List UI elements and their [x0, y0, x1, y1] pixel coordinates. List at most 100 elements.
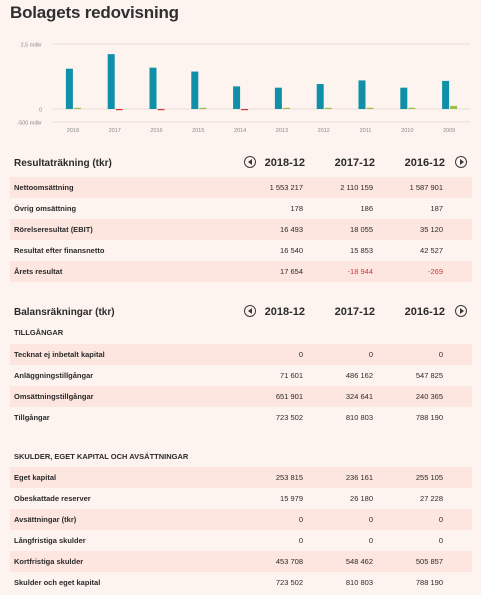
- balance-next-years-button[interactable]: [455, 305, 467, 317]
- bar-result-2009: [450, 105, 458, 109]
- bar-result-2014: [241, 109, 249, 111]
- row-value: 548 462: [345, 557, 373, 566]
- row-value: -18 944: [347, 267, 373, 276]
- row-value: 240 365: [415, 392, 443, 401]
- bar-result-2017: [115, 109, 123, 111]
- row-label: Anläggningstillgångar: [14, 371, 94, 380]
- row-value: 2 110 159: [340, 183, 373, 192]
- x-tick-label: 2014: [234, 128, 246, 134]
- chevron-right-icon: [459, 308, 464, 314]
- row-value: 324 641: [345, 392, 373, 401]
- x-tick-label: 2012: [318, 128, 330, 134]
- row-value: 26 180: [350, 494, 373, 503]
- bar-revenue-2018: [65, 68, 73, 109]
- row-value: 505 857: [415, 557, 443, 566]
- table-row: Nettoomsättning 1 553 217 2 110 159 1 587 9…: [10, 177, 472, 198]
- row-value: 15 853: [350, 246, 373, 255]
- balance-col-header-2: 2017-12: [334, 306, 375, 318]
- row-value: 16 540: [280, 246, 303, 255]
- table-row: Årets resultat 17 654 -18 944 -269: [10, 261, 472, 282]
- row-value: 71 601: [280, 371, 303, 380]
- row-label: Årets resultat: [14, 267, 63, 276]
- income-col-header-1: 2018-12: [264, 157, 305, 169]
- bar-revenue-2017: [107, 54, 115, 109]
- table-row: Tecknat ej inbetalt kapital 0 0 0: [10, 344, 472, 365]
- income-col-header-3: 2016-12: [404, 157, 445, 169]
- row-value: 178: [290, 204, 303, 213]
- row-value: 486 162: [345, 371, 373, 380]
- row-value: 723 502: [275, 413, 303, 422]
- row-value: 186: [360, 204, 373, 213]
- table-row: Eget kapital 253 815 236 161 255 105: [10, 467, 472, 488]
- chevron-right-icon: [459, 159, 464, 165]
- row-value: 810 803: [345, 578, 373, 587]
- row-value: 0: [438, 515, 443, 524]
- row-value: 0: [298, 536, 303, 545]
- prev-years-button[interactable]: [244, 156, 256, 168]
- row-label: Skulder och eget kapital: [14, 578, 101, 587]
- bar-result-2016: [157, 109, 165, 111]
- row-value: 547 825: [415, 371, 443, 380]
- row-value: 35 120: [420, 225, 443, 234]
- row-value: 17 654: [280, 267, 303, 276]
- bar-revenue-2013: [274, 87, 282, 109]
- assets-heading: TILLGÅNGAR: [14, 328, 64, 337]
- row-label: Eget kapital: [14, 473, 57, 482]
- balance-sheet-title: Balansräkningar (tkr): [14, 307, 115, 318]
- row-value: 255 105: [415, 473, 443, 482]
- next-years-button[interactable]: [455, 156, 467, 168]
- page-title: Bolagets redovisning: [10, 3, 179, 22]
- chevron-left-icon: [247, 159, 252, 165]
- row-value: 788 190: [415, 413, 443, 422]
- bar-revenue-2011: [358, 80, 366, 109]
- revenue-chart: 2,5 mdkr 0 -500 mdkr 2018 2017 2016 2015 2014 20…: [17, 43, 470, 134]
- income-statement-title: Resultaträkning (tkr): [14, 158, 112, 169]
- row-label: Rörelseresultat (EBIT): [14, 225, 93, 234]
- bar-result-2013: [282, 107, 290, 109]
- bar-result-2012: [324, 107, 332, 109]
- row-value: 18 055: [350, 225, 373, 234]
- row-value: 236 161: [345, 473, 373, 482]
- x-tick-label: 2011: [360, 128, 372, 134]
- row-value: 16 493: [280, 225, 303, 234]
- chevron-left-icon: [247, 308, 252, 314]
- balance-prev-years-button[interactable]: [244, 305, 256, 317]
- row-value: 42 527: [420, 246, 443, 255]
- table-row: Anläggningstillgångar 71 601 486 162 547 82…: [10, 365, 472, 386]
- row-value: 0: [298, 515, 303, 524]
- row-value: 0: [368, 536, 373, 545]
- x-tick-label: 2013: [276, 128, 288, 134]
- table-row: Resultat efter finansnetto 16 540 15 853 42…: [10, 240, 472, 261]
- row-value: 1 587 901: [409, 183, 443, 192]
- x-tick-label: 2009: [443, 128, 455, 134]
- bar-revenue-2010: [400, 87, 408, 109]
- row-value: -269: [427, 267, 443, 276]
- row-value: 788 190: [415, 578, 443, 587]
- x-tick-label: 2016: [150, 128, 162, 134]
- row-value: 453 708: [275, 557, 303, 566]
- row-value: 723 502: [275, 578, 303, 587]
- bar-revenue-2009: [442, 80, 450, 109]
- y-tick-label: 2,5 mdkr: [21, 43, 43, 49]
- liabilities-heading: SKULDER, EGET KAPITAL OCH AVSÄTTNINGAR: [14, 452, 189, 461]
- bar-revenue-2015: [191, 71, 199, 109]
- income-statement-header: Resultaträkning (tkr) 2018-12 2017-12 20…: [0, 154, 481, 176]
- bar-revenue-2012: [316, 84, 324, 109]
- row-label: Tecknat ej inbetalt kapital: [14, 350, 105, 359]
- row-value: 0: [438, 536, 443, 545]
- row-value: 651 901: [275, 392, 303, 401]
- row-value: 0: [438, 350, 443, 359]
- row-value: 0: [368, 515, 373, 524]
- row-label: Obeskattade reserver: [14, 494, 91, 503]
- row-label: Långfristiga skulder: [14, 536, 86, 545]
- row-label: Nettoomsättning: [14, 183, 74, 192]
- bar-result-2018: [73, 107, 81, 109]
- table-row: Rörelseresultat (EBIT) 16 493 18 055 35 120: [10, 219, 472, 240]
- x-tick-label: 2010: [401, 128, 413, 134]
- balance-sheet-header: Balansräkningar (tkr) 2018-12 2017-12 20…: [0, 303, 481, 325]
- table-row: Tillgångar 723 502 810 803 788 190: [10, 407, 472, 428]
- bar-result-2010: [408, 107, 416, 109]
- bar-revenue-2016: [149, 67, 157, 109]
- table-row: Långfristiga skulder 0 0 0: [10, 530, 472, 551]
- table-row: Avsättningar (tkr) 0 0 0: [10, 509, 472, 530]
